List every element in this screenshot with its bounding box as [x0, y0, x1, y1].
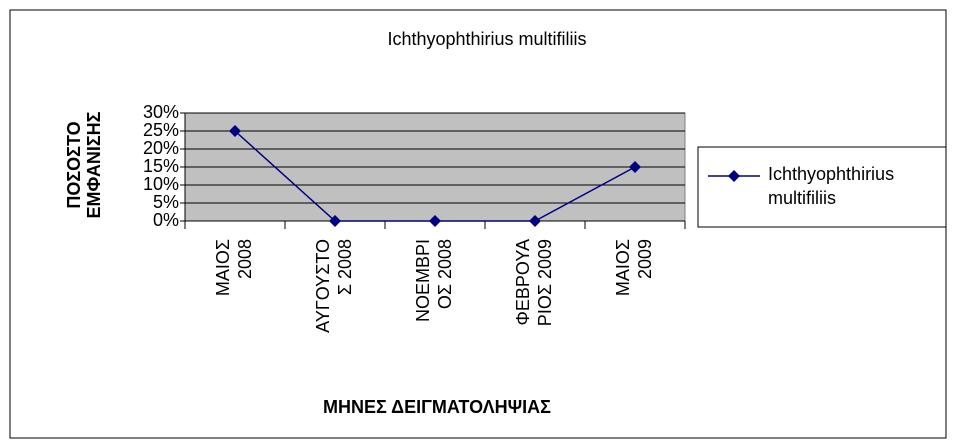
x-tick-label: ΑΥΓΟΥΣΤΟ Σ 2008: [313, 239, 355, 333]
y-tick-label: 0%: [153, 210, 179, 230]
marker: [629, 161, 641, 173]
x-tick-label: ΦΕΒΡΟΥΑ ΡΙΟΣ 2009: [513, 239, 555, 326]
legend-marker: [728, 170, 740, 182]
y-tick-label: 15%: [143, 156, 179, 176]
y-tick-label: 10%: [143, 174, 179, 194]
y-tick-label: 25%: [143, 120, 179, 140]
y-tick-label: 5%: [153, 192, 179, 212]
y-tick-label: 20%: [143, 138, 179, 158]
legend-label: Ichthyophthirius multifiliis: [768, 164, 894, 208]
chart-title: Ichthyophthirius multifiliis: [387, 29, 586, 49]
x-axis-title: ΜΗΝΕΣ ΔΕΙΓΜΑΤΟΛΗΨΙΑΣ: [323, 397, 551, 417]
x-tick-label: ΜΑΙΟΣ 2009: [613, 239, 655, 296]
marker: [229, 125, 241, 137]
x-tick-label: ΝΟΕΜΒΡΙ ΟΣ 2008: [413, 239, 455, 322]
marker: [329, 215, 341, 227]
marker: [529, 215, 541, 227]
y-axis-title: ΠΟΣΟΣΤΟΕΜΦΑΝΙΣΗΣ: [64, 111, 104, 218]
marker: [429, 215, 441, 227]
y-tick-label: 30%: [143, 102, 179, 122]
x-tick-label: ΜΑΙΟΣ 2008: [213, 239, 255, 296]
legend-box: [697, 146, 947, 228]
